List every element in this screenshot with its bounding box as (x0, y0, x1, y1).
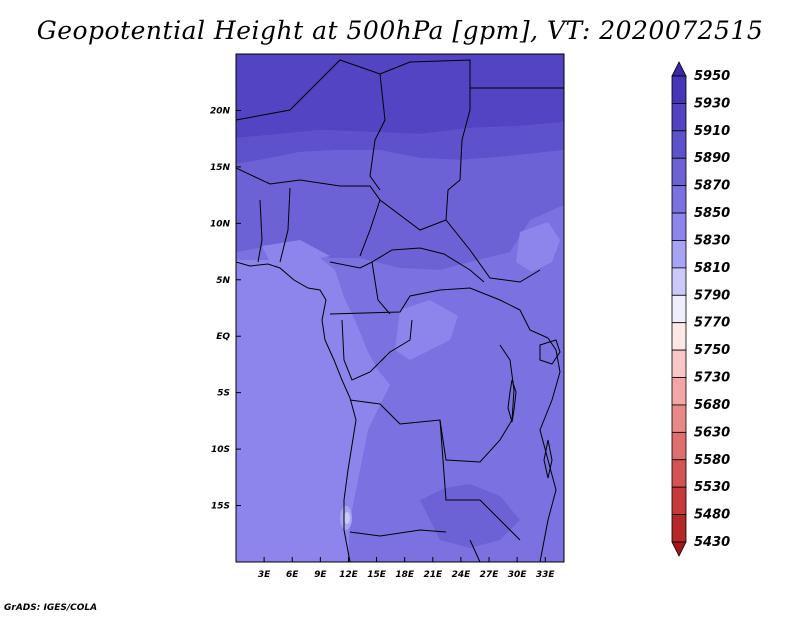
coastline-east (539, 337, 561, 562)
x-tick-label: 33E (536, 570, 556, 580)
border-north-2 (369, 73, 386, 191)
boundaries (236, 59, 564, 562)
colorbar-level-label: 5950 (694, 69, 730, 84)
field-band-5890 (236, 122, 564, 164)
border-central-3 (329, 287, 521, 315)
field-band-5830-nw (262, 240, 330, 262)
border-north-3 (445, 109, 471, 221)
colorbar-swatch (671, 61, 687, 77)
y-tick-label: 15S (211, 502, 230, 512)
border-central-4 (341, 319, 413, 381)
field-band-5790-spot (344, 512, 350, 524)
colorbar-swatch (671, 212, 687, 241)
y-tick-label: EQ (216, 332, 230, 342)
colorbar-swatch (671, 267, 687, 296)
border-sahel-3 (257, 199, 263, 263)
colorbar-level-label: 5730 (694, 371, 730, 386)
colorbar-swatch (671, 157, 687, 187)
colorbar-level-label: 5580 (694, 453, 730, 468)
colorbar-level-label: 5850 (694, 206, 730, 221)
grads-credit: GrADS: IGES/COLA (4, 603, 98, 613)
x-tick-label: 15E (367, 570, 387, 580)
colorbar-swatch (671, 185, 687, 214)
x-tick-label: 3E (258, 570, 271, 580)
x-tick-label: 21E (423, 570, 443, 580)
x-tick-label: 12E (339, 570, 359, 580)
lake-tanganyika (507, 379, 517, 423)
colorbar-swatch (671, 322, 687, 351)
border-sahel-2 (379, 199, 541, 283)
colorbar-level-label: 5810 (694, 261, 730, 276)
border-central-1 (371, 247, 485, 283)
field-band-5830-west (236, 258, 390, 562)
y-tick-label: 5N (216, 276, 230, 286)
colorbar-level-label: 5770 (694, 316, 730, 331)
y-tick-label: 10N (210, 219, 231, 229)
y-axis-ticks: 20N 15N 10N 5N EQ 5S 10S 15S (210, 106, 241, 512)
x-axis-ticks: 3E 6E 9E 12E 15E 18E 21E 24E 27E 30E 33E (258, 557, 556, 580)
colorbar-level-label: 5680 (694, 398, 730, 413)
y-tick-label: 20N (210, 106, 231, 116)
border-south-2 (439, 419, 521, 541)
colorbar-level-label: 5910 (694, 124, 730, 139)
chart-title: Geopotential Height at 500hPa [gpm], VT:… (36, 16, 764, 45)
border-central-2 (329, 261, 391, 315)
colorbar-level-label: 5430 (694, 535, 730, 550)
border-south-3 (349, 529, 447, 537)
colorbar-swatch (671, 514, 687, 543)
x-tick-label: 6E (286, 570, 299, 580)
border-east-1 (499, 344, 515, 421)
colorbar-level-label: 5930 (694, 96, 730, 111)
colorbar-swatch (671, 404, 687, 433)
colorbar-swatch (671, 377, 687, 406)
border-sahel-4 (279, 187, 291, 263)
colorbar-level-label: 5480 (694, 508, 730, 523)
colorbar-level-label: 5870 (694, 179, 730, 194)
colorbar-swatch (671, 459, 687, 488)
map-frame (235, 53, 565, 563)
border-east-2 (519, 309, 549, 339)
lake-victoria (539, 339, 561, 365)
field-band-5830-central (395, 300, 458, 360)
y-tick-label: 10S (211, 445, 230, 455)
colorbar-swatch (671, 130, 687, 159)
border-sahel-1 (236, 167, 381, 257)
height-field (236, 54, 564, 562)
colorbar-swatch (671, 431, 687, 461)
colorbar-level-label: 5830 (694, 233, 730, 248)
x-tick-label: 18E (395, 570, 415, 580)
colorbar-swatch (671, 240, 687, 269)
colorbar-level-label: 5630 (694, 425, 730, 440)
field-band-5910 (236, 54, 564, 138)
border-south-4 (469, 539, 481, 562)
colorbar-swatch (671, 541, 687, 557)
y-tick-label: 5S (217, 389, 230, 399)
x-tick-label: 27E (480, 570, 500, 580)
coastline-west (236, 261, 357, 562)
field-band-5870 (236, 150, 564, 270)
colorbar-swatch (671, 75, 687, 104)
colorbar: 5950 5930 5910 5890 5870 5850 5830 5810 5790 5770… (671, 61, 730, 557)
x-tick-label: 24E (452, 570, 472, 580)
field-band-5830-east (516, 222, 560, 272)
colorbar-level-label: 5530 (694, 480, 730, 495)
colorbar-level-label: 5790 (694, 288, 730, 303)
colorbar-swatch (671, 103, 687, 132)
x-tick-label: 30E (508, 570, 528, 580)
colorbar-swatch (671, 294, 687, 324)
colorbar-swatch (671, 486, 687, 515)
colorbar-level-label: 5890 (694, 151, 730, 166)
colorbar-swatch (671, 349, 687, 378)
x-tick-label: 9E (314, 570, 327, 580)
colorbar-level-label: 5750 (694, 343, 730, 358)
y-tick-label: 15N (210, 163, 231, 173)
lake-malawi (543, 439, 553, 479)
border-south-1 (349, 399, 513, 463)
